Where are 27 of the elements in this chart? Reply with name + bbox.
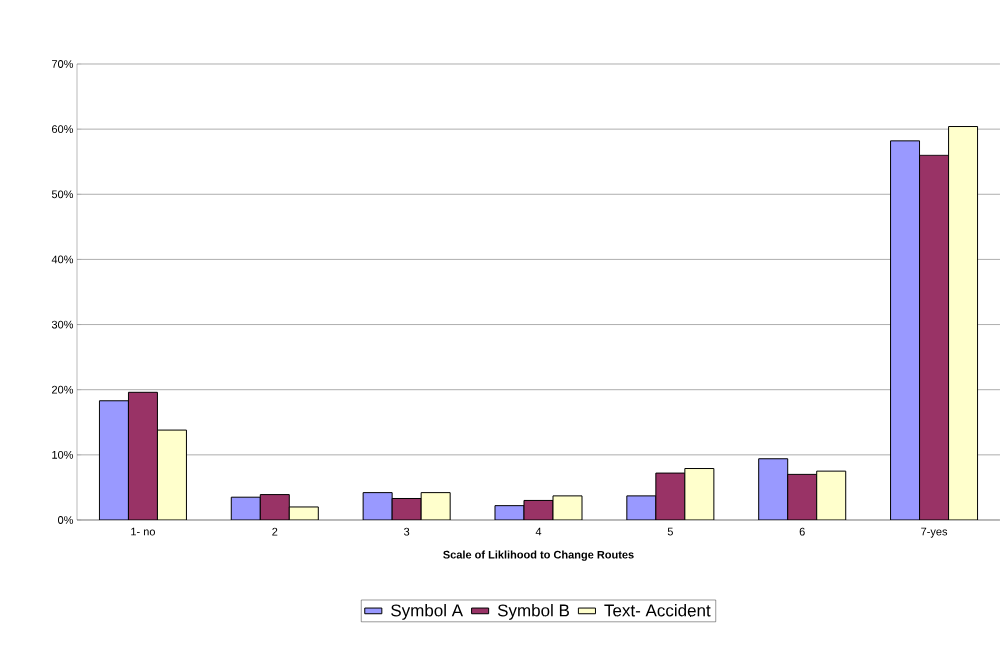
legend-label: Symbol A: [391, 603, 464, 620]
x-tick-label: 4: [535, 527, 542, 536]
bar: [758, 458, 789, 520]
y-tick-label: 70%: [52, 60, 74, 68]
x-tick-label: 6: [799, 527, 805, 536]
x-tick-label: 3: [404, 527, 410, 536]
y-tick-label: 30%: [51, 320, 74, 329]
x-tick-label: 2: [272, 527, 278, 536]
y-tick-label: 0%: [58, 516, 74, 524]
legend-label: Symbol B: [497, 603, 569, 620]
y-tick-label: 50%: [51, 190, 74, 199]
bar: [948, 126, 979, 520]
y-tick-label: 60%: [52, 125, 74, 134]
x-axis-title: Scale of Liklihood to Change Routes: [443, 550, 634, 561]
x-tick-label: 7-yes: [921, 527, 948, 538]
legend-label: Text- Accident: [604, 603, 711, 617]
y-tick-label: 20%: [52, 385, 74, 394]
bar: [156, 429, 187, 520]
bar: [98, 400, 129, 520]
bar: [420, 492, 451, 520]
y-tick-label: 10%: [52, 450, 74, 459]
bar: [890, 140, 921, 520]
y-tick-label: 40%: [51, 255, 74, 264]
bar: [816, 470, 847, 520]
x-tick-label: 1- no: [131, 527, 155, 536]
bar: [684, 468, 715, 520]
x-tick-label: 5: [667, 527, 673, 536]
